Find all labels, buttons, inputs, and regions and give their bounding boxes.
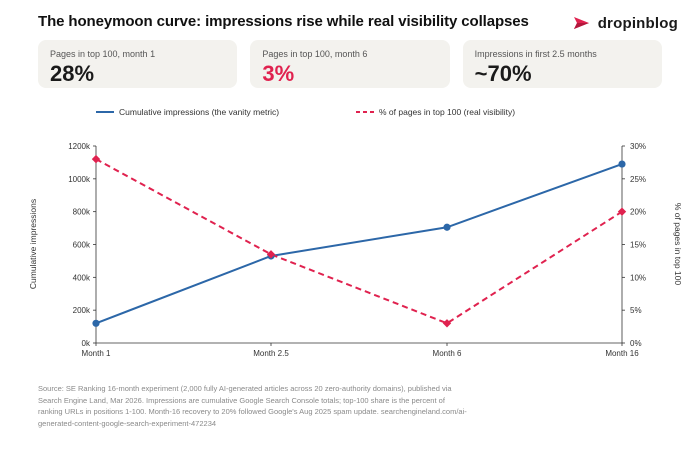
y-tick-label-right: 25% <box>630 175 646 184</box>
stat-card-impressions: Impressions in first 2.5 months ~70% <box>462 40 662 88</box>
y-tick-label-right: 15% <box>630 241 646 250</box>
source-footnote: Source: SE Ranking 16-month experiment (… <box>38 384 467 428</box>
x-tick-label: Month 2.5 <box>253 349 289 358</box>
brand-name: dropinblog <box>597 14 678 32</box>
brand: dropinblog <box>572 13 678 33</box>
data-point-visibility <box>91 154 101 164</box>
stat-card-label: Pages in top 100, month 6 <box>262 49 368 59</box>
y-tick-label-right: 0% <box>630 339 642 348</box>
y-tick-label-right: 20% <box>630 208 646 217</box>
data-point-visibility <box>266 250 276 259</box>
legend-label-impressions: Cumulative impressions (the vanity metri… <box>119 107 279 117</box>
y-tick-label-right: 30% <box>630 142 646 151</box>
y-tick-label-left: 400k <box>73 273 91 282</box>
y-axis-title-right: % of pages in top 100 <box>673 203 683 286</box>
stat-cards: Pages in top 100, month 1 28% Pages in t… <box>38 40 662 88</box>
dropinblog-logo-icon <box>573 17 589 29</box>
stat-card-label: Impressions in first 2.5 months <box>474 49 597 59</box>
stat-card-month-6: Pages in top 100, month 6 3% <box>250 40 450 88</box>
x-tick-label: Month 16 <box>605 349 639 358</box>
series-line-impressions <box>95 163 623 325</box>
data-point-visibility <box>617 207 627 216</box>
x-tick-label: Month 6 <box>433 349 462 358</box>
data-point-impressions <box>443 223 451 231</box>
y-tick-label-left: 1000k <box>68 175 91 184</box>
y-tick-label-right: 5% <box>630 306 642 315</box>
stat-card-value: ~70% <box>474 61 532 86</box>
chart-title: The honeymoon curve: impressions rise wh… <box>38 13 529 30</box>
stat-card-month-1: Pages in top 100, month 1 28% <box>38 40 238 88</box>
y-tick-label-right: 10% <box>630 273 646 282</box>
data-point-impressions <box>618 160 626 168</box>
y-axis-title-left: Cumulative impressions <box>28 199 38 289</box>
data-point-impressions <box>92 319 100 327</box>
stat-card-value: 28% <box>50 61 95 86</box>
y-tick-label-left: 1200k <box>68 142 91 151</box>
dual-axis-line-chart: 0k 200k 400k 600k 800k 1000k 1200k 0% 5% 10% 15% 20… <box>28 107 683 358</box>
stat-card-value: 3% <box>262 61 295 86</box>
legend-label-visibility: % of pages in top 100 (real visibility) <box>379 107 515 117</box>
series-line-visibility <box>95 158 623 325</box>
y-tick-label-left: 0k <box>82 339 91 348</box>
x-tick-label: Month 1 <box>82 349 111 358</box>
y-tick-label-left: 200k <box>73 306 91 315</box>
y-tick-label-left: 600k <box>73 241 91 250</box>
stat-card-label: Pages in top 100, month 1 <box>50 49 156 59</box>
data-point-visibility <box>442 319 452 328</box>
y-tick-label-left: 800k <box>73 208 91 217</box>
